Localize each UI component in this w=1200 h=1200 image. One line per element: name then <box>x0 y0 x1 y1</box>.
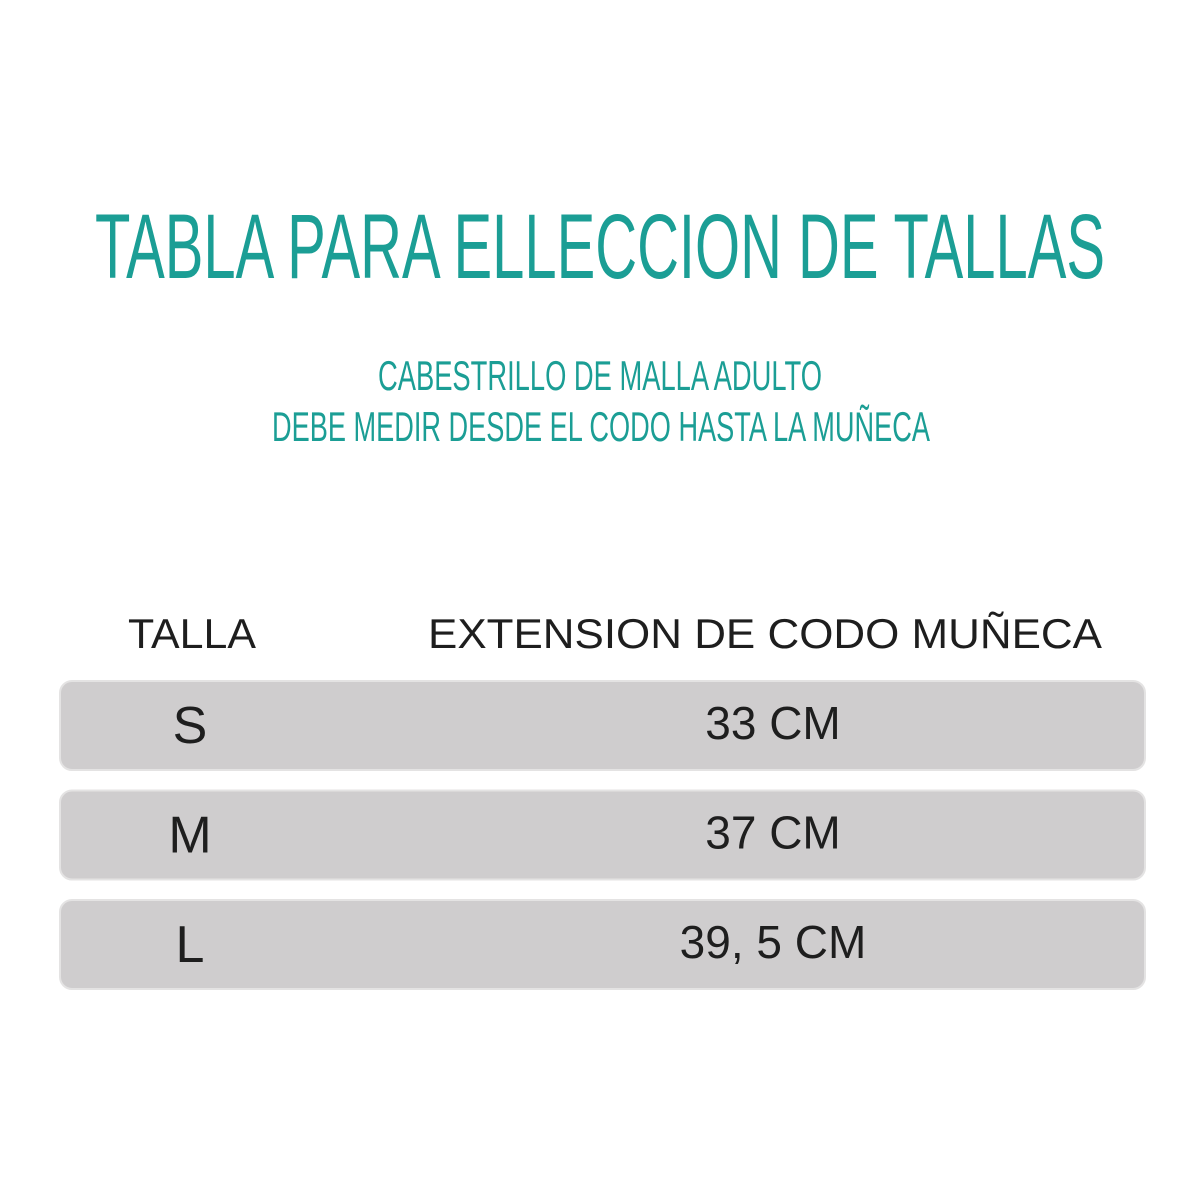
title: TABLA PARA ELLECCION DE TALLAS <box>95 196 1105 298</box>
subtitle: DEBE MEDIR DESDE EL CODO HASTA LA MUÑECA <box>272 403 930 450</box>
table-row <box>59 680 1146 771</box>
size-value: 33 CM <box>705 697 840 749</box>
column-header: EXTENSION DE CODO MUÑECA <box>428 610 1102 657</box>
column-header: TALLA <box>128 610 256 657</box>
size-label: L <box>176 916 205 974</box>
table-row <box>59 899 1146 990</box>
size-value: 39, 5 CM <box>680 916 867 968</box>
table-body: S 33 CM M 37 CM L 39, 5 CM <box>59 680 1146 990</box>
table-row <box>59 789 1146 881</box>
subtitle: CABESTRILLO DE MALLA ADULTO <box>378 352 822 399</box>
size-label: M <box>168 807 211 865</box>
size-label: S <box>173 697 208 755</box>
size-value: 37 CM <box>705 807 840 859</box>
